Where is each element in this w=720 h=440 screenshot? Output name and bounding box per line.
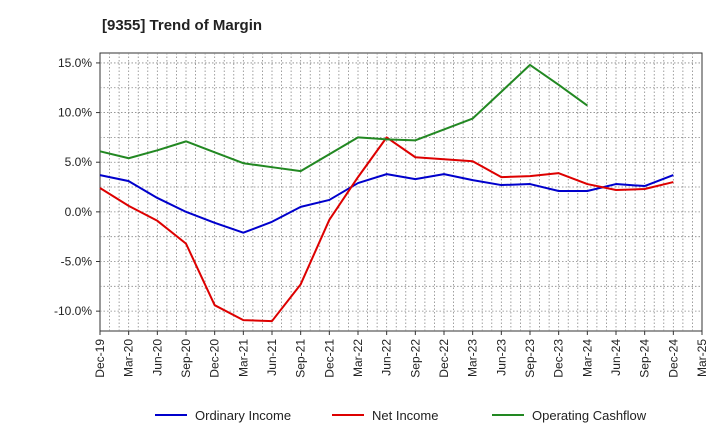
y-tick-label: 15.0% [58,56,92,70]
x-tick-label: Sep-22 [408,339,422,378]
y-tick-label: 0.0% [65,205,93,219]
x-tick-label: Dec-20 [208,339,222,378]
y-tick-label: -5.0% [61,255,93,269]
chart-title: [9355] Trend of Margin [102,17,262,34]
x-tick-label: Mar-23 [466,339,480,377]
legend-label: Ordinary Income [195,408,291,423]
legend: Ordinary Income Net Income Operating Cashf… [155,408,647,423]
legend-label: Net Income [372,408,438,423]
x-tick-label: Dec-24 [666,339,680,378]
plot-area [99,52,703,332]
x-tick-label: Jun-21 [265,339,279,376]
x-tick-label: Mar-24 [580,339,594,377]
series-line-net-income [99,136,674,323]
x-tick-label: Jun-20 [150,339,164,376]
x-tick-label: Jun-22 [380,339,394,376]
x-tick-label: Dec-19 [93,339,107,378]
x-tick-label: Mar-21 [236,339,250,377]
y-tick-label: -10.0% [54,304,92,318]
x-tick-label: Mar-20 [122,339,136,377]
x-tick-label: Jun-23 [494,339,508,376]
series-lines [99,63,674,323]
x-tick-label: Dec-21 [322,339,336,378]
legend-label: Operating Cashflow [532,408,647,423]
x-tick-label: Sep-20 [179,339,193,378]
grid-lines [100,53,702,331]
x-tick-label: Sep-24 [638,339,652,378]
x-tick-label: Sep-23 [523,339,537,378]
x-tick-label: Mar-22 [351,339,365,377]
x-tick-label: Jun-24 [609,339,623,376]
series-line-ordinary-income [99,173,674,234]
x-tick-label: Dec-22 [437,339,451,378]
x-tick-label: Sep-21 [294,339,308,378]
x-tick-label: Mar-25 [695,339,709,377]
x-axis: Dec-19 Mar-20 Jun-20 Sep-20 Dec-20 Mar-21 Jun-… [93,331,709,378]
y-axis: 15.0% 10.0% 5.0% 0.0% -5.0% -10.0% [54,56,100,318]
x-tick-label: Dec-23 [552,339,566,378]
y-tick-label: 5.0% [65,155,93,169]
series-line-operating-cashflow [99,63,588,173]
y-tick-label: 10.0% [58,106,92,120]
